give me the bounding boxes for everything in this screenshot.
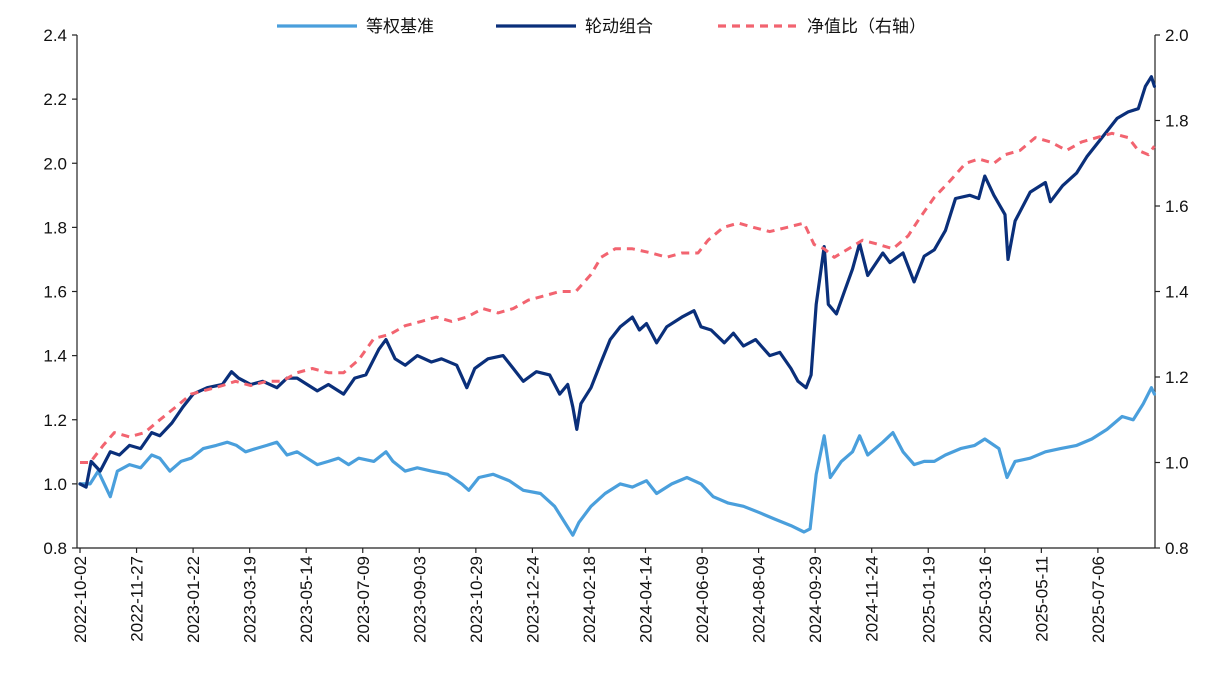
series-line-1 xyxy=(78,386,1156,537)
x-tick-label: 2023-01-22 xyxy=(184,556,203,643)
x-tick-label: 2025-07-06 xyxy=(1089,556,1108,643)
x-tick-label: 2025-05-11 xyxy=(1032,556,1051,642)
x-tick-label: 2023-09-03 xyxy=(410,556,429,643)
series-line-2 xyxy=(78,75,1156,489)
x-tick-label: 2023-10-29 xyxy=(467,556,486,643)
legend-label-1: 等权基准 xyxy=(366,17,434,37)
x-tick-label: 2025-01-19 xyxy=(919,556,938,643)
right-tick-label: 2.0 xyxy=(1165,26,1189,45)
left-tick-label: 2.0 xyxy=(43,154,67,173)
left-tick-label: 1.0 xyxy=(43,475,67,494)
legend: 等权基准 轮动组合 净值比（右轴） xyxy=(277,17,926,37)
legend-label-2: 轮动组合 xyxy=(585,17,653,37)
legend-label-3: 净值比（右轴） xyxy=(807,17,926,37)
left-tick-label: 1.6 xyxy=(43,283,67,302)
x-tick-label: 2024-04-14 xyxy=(637,556,656,643)
left-tick-label: 0.8 xyxy=(43,539,67,558)
left-tick-label: 2.2 xyxy=(43,90,67,109)
x-tick-label: 2025-03-16 xyxy=(976,556,995,643)
left-tick-label: 1.8 xyxy=(43,218,67,237)
x-tick-label: 2023-05-14 xyxy=(297,556,316,643)
x-tick-label: 2024-11-24 xyxy=(863,556,882,642)
x-tick-label: 2024-02-18 xyxy=(580,556,599,643)
x-tick-label: 2024-09-29 xyxy=(806,556,825,643)
left-tick-label: 1.4 xyxy=(43,347,67,366)
left-y-axis: 0.8 1.0 1.2 1.4 1.6 1.8 2.0 2.2 2.4 xyxy=(43,26,78,558)
right-tick-label: 1.8 xyxy=(1165,112,1189,131)
x-tick-label: 2024-08-04 xyxy=(750,556,769,643)
series-line-3 xyxy=(80,131,1156,464)
x-tick-label: 2023-03-19 xyxy=(241,556,260,643)
right-tick-label: 1.0 xyxy=(1165,454,1189,473)
x-tick-label: 2022-10-02 xyxy=(71,556,90,643)
right-tick-label: 0.8 xyxy=(1165,539,1189,558)
x-tick-label: 2023-12-24 xyxy=(523,556,542,643)
left-tick-label: 2.4 xyxy=(43,26,67,45)
x-axis: 2022-10-02 2022-11-27 2023-01-22 2023-03-19… xyxy=(71,547,1155,643)
right-tick-label: 1.2 xyxy=(1165,368,1189,387)
x-tick-label: 2023-07-09 xyxy=(354,556,373,643)
x-tick-label: 2024-06-09 xyxy=(693,556,712,643)
right-tick-label: 1.4 xyxy=(1165,283,1189,302)
left-tick-label: 1.2 xyxy=(43,411,67,430)
x-tick-label: 2022-11-27 xyxy=(128,556,147,642)
series-layer xyxy=(78,75,1156,537)
right-tick-label: 1.6 xyxy=(1165,197,1189,216)
right-y-axis: 0.8 1.0 1.2 1.4 1.6 1.8 2.0 xyxy=(1154,26,1189,558)
